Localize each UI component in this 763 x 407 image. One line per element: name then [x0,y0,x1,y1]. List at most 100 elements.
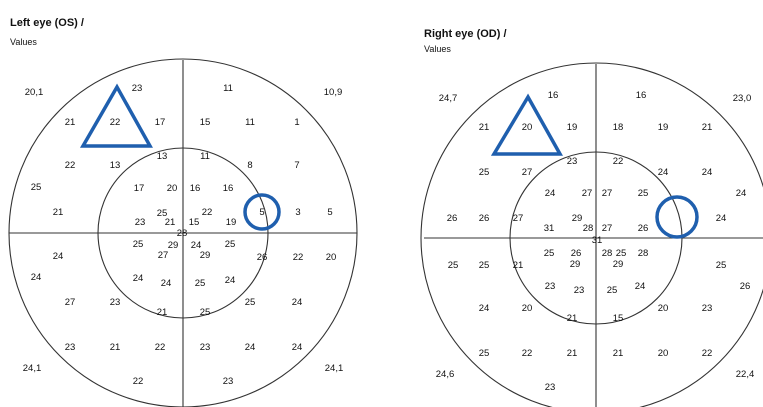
od-sensitivity-value: 27 [602,188,613,199]
od-sensitivity-value: 28 [638,248,649,259]
os-sensitivity-value: 21 [110,342,121,353]
od-sensitivity-value: 20 [522,122,533,133]
os-sensitivity-value: 22 [65,160,76,171]
os-sensitivity-value: 23 [223,376,234,387]
os-sensitivity-value: 5 [259,207,264,218]
od-sensitivity-value: 25 [479,348,490,359]
od-sensitivity-value: 26 [740,281,751,292]
od-sensitivity-value: 20 [522,303,533,314]
left-eye-title: Left eye (OS) / [10,17,84,29]
os-sensitivity-value: 24 [292,297,303,308]
os-sensitivity-value: 8 [247,160,252,171]
od-sensitivity-value: 31 [544,223,555,234]
od-sensitivity-value: 23 [702,303,713,314]
os-sensitivity-value: 13 [157,151,168,162]
os-sensitivity-value: 24 [225,275,236,286]
od-sensitivity-value: 26 [447,213,458,224]
od-sensitivity-value: 24 [635,281,646,292]
os-sensitivity-value: 27 [65,297,76,308]
od-sensitivity-value: 24 [479,303,490,314]
od-outer-field-circle [420,62,763,407]
os-sensitivity-value: 24 [53,251,64,262]
os-circle-marker [243,193,281,231]
od-sensitivity-value: 24 [716,213,727,224]
os-sensitivity-value: 13 [110,160,121,171]
od-sensitivity-value: 21 [479,122,490,133]
od-sensitivity-value: 23 [567,156,578,167]
os-sensitivity-value: 16 [223,183,234,194]
os-sensitivity-value: 22 [110,117,121,128]
os-sensitivity-value: 21 [157,307,168,318]
os-sensitivity-value: 29 [200,250,211,261]
os-quadrant-mean-br: 24,1 [325,363,344,374]
os-sensitivity-value: 21 [65,117,76,128]
os-sensitivity-value: 23 [110,297,121,308]
od-sensitivity-value: 19 [567,122,578,133]
os-sensitivity-value: 3 [295,207,300,218]
od-sensitivity-value: 16 [548,90,559,101]
od-sensitivity-value: 18 [613,122,624,133]
os-sensitivity-value: 11 [223,83,233,94]
right-eye-title: Right eye (OD) / [424,28,507,40]
od-sensitivity-value: 25 [607,285,618,296]
od-sensitivity-value: 21 [513,260,524,271]
od-sensitivity-value: 25 [544,248,555,259]
os-sensitivity-value: 19 [226,217,237,228]
od-sensitivity-value: 20 [658,303,669,314]
os-triangle-marker [79,83,153,148]
os-sensitivity-value: 25 [195,278,206,289]
os-sensitivity-value: 25 [245,297,256,308]
os-sensitivity-value: 20 [326,252,337,263]
od-sensitivity-value: 26 [638,223,649,234]
os-sensitivity-value: 27 [158,250,169,261]
os-sensitivity-value: 11 [245,117,255,128]
os-sensitivity-value: 22 [202,207,213,218]
od-sensitivity-value: 25 [479,167,490,178]
os-sensitivity-value: 25 [157,208,168,219]
od-quadrant-mean-tl: 24,7 [439,93,458,104]
os-sensitivity-value: 21 [165,217,176,228]
od-sensitivity-value: 22 [522,348,533,359]
od-sensitivity-value: 25 [616,248,627,259]
os-sensitivity-value: 22 [155,342,166,353]
od-sensitivity-value: 21 [702,122,713,133]
od-sensitivity-value: 26 [571,248,582,259]
os-sensitivity-value: 15 [189,217,200,228]
od-quadrant-mean-bl: 24,6 [436,369,455,380]
od-quadrant-mean-tr: 23,0 [733,93,752,104]
od-sensitivity-value: 25 [479,260,490,271]
os-sensitivity-value: 17 [134,183,145,194]
os-sensitivity-value: 29 [168,240,179,251]
os-sensitivity-value: 24 [245,342,256,353]
os-sensitivity-value: 23 [65,342,76,353]
os-sensitivity-value: 17 [155,117,166,128]
right-eye-subtitle: Values [424,44,451,54]
od-sensitivity-value: 21 [613,348,624,359]
os-sensitivity-value: 24 [31,272,42,283]
od-sensitivity-value: 15 [613,313,624,324]
left-eye-subtitle: Values [10,37,37,47]
od-sensitivity-value: 24 [658,167,669,178]
od-sensitivity-value: 20 [658,348,669,359]
od-quadrant-mean-br: 22,4 [736,369,755,380]
os-sensitivity-value: 22 [133,376,144,387]
od-sensitivity-value: 28 [583,223,594,234]
os-sensitivity-value: 23 [132,83,143,94]
od-sensitivity-value: 24 [545,188,556,199]
os-sensitivity-value: 25 [133,239,144,250]
os-sensitivity-value: 23 [200,342,211,353]
od-triangle-marker [490,93,563,156]
od-sensitivity-value: 24 [736,188,747,199]
od-sensitivity-value: 25 [716,260,727,271]
od-sensitivity-value: 27 [602,223,613,234]
os-sensitivity-value: 15 [200,117,211,128]
os-sensitivity-value: 24 [133,273,144,284]
od-sensitivity-value: 21 [567,348,578,359]
os-sensitivity-value: 11 [200,151,210,162]
od-circle-marker [655,195,699,239]
od-sensitivity-value: 27 [522,167,533,178]
od-sensitivity-value: 29 [572,213,583,224]
os-sensitivity-value: 24 [191,240,202,251]
os-sensitivity-value: 5 [327,207,332,218]
